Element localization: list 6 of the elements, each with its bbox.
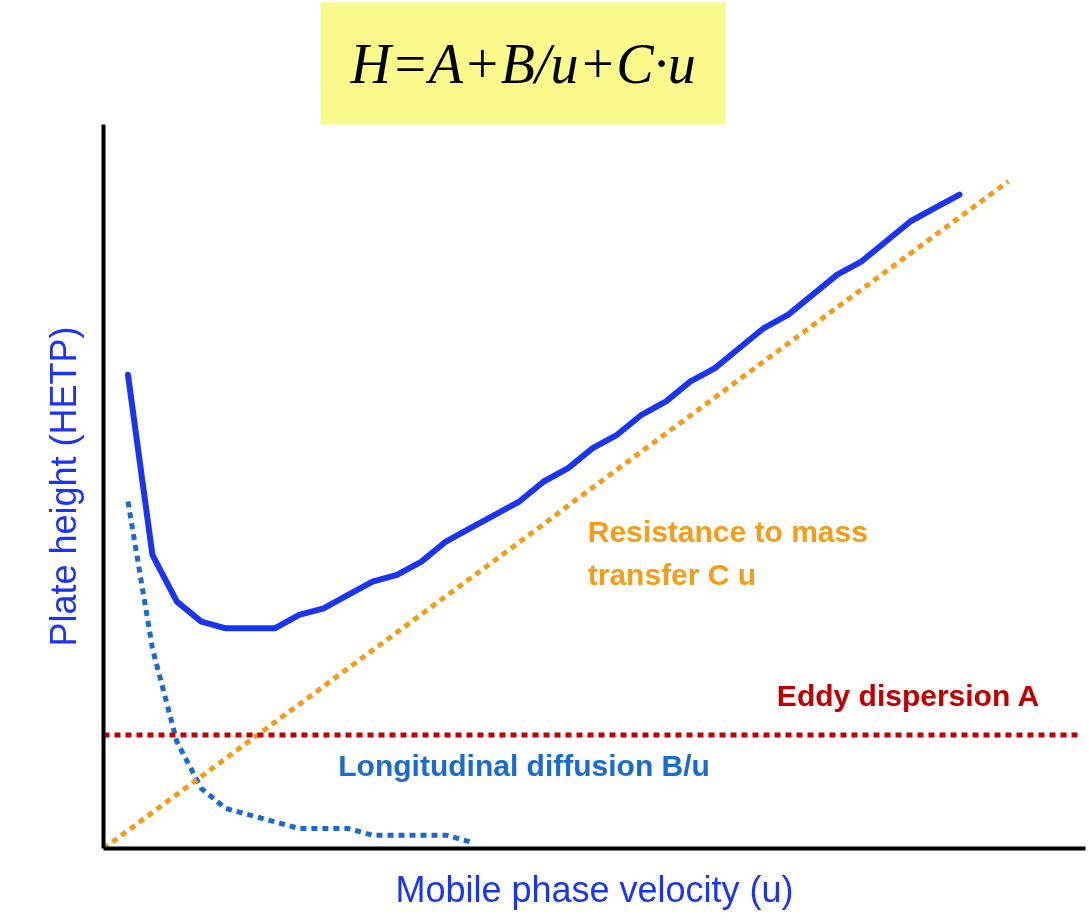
- series-label: Eddy dispersion A: [776, 678, 1040, 712]
- series-label: Resistance to mass transfer C u: [587, 514, 868, 591]
- series-label: Longitudinal diffusion B/u: [338, 749, 710, 783]
- y-axis-title: Plate height (HETP): [42, 326, 84, 647]
- chart-title: H=A+B/u+C·u: [349, 32, 696, 95]
- x-axis-title: Mobile phase velocity (u): [395, 868, 794, 910]
